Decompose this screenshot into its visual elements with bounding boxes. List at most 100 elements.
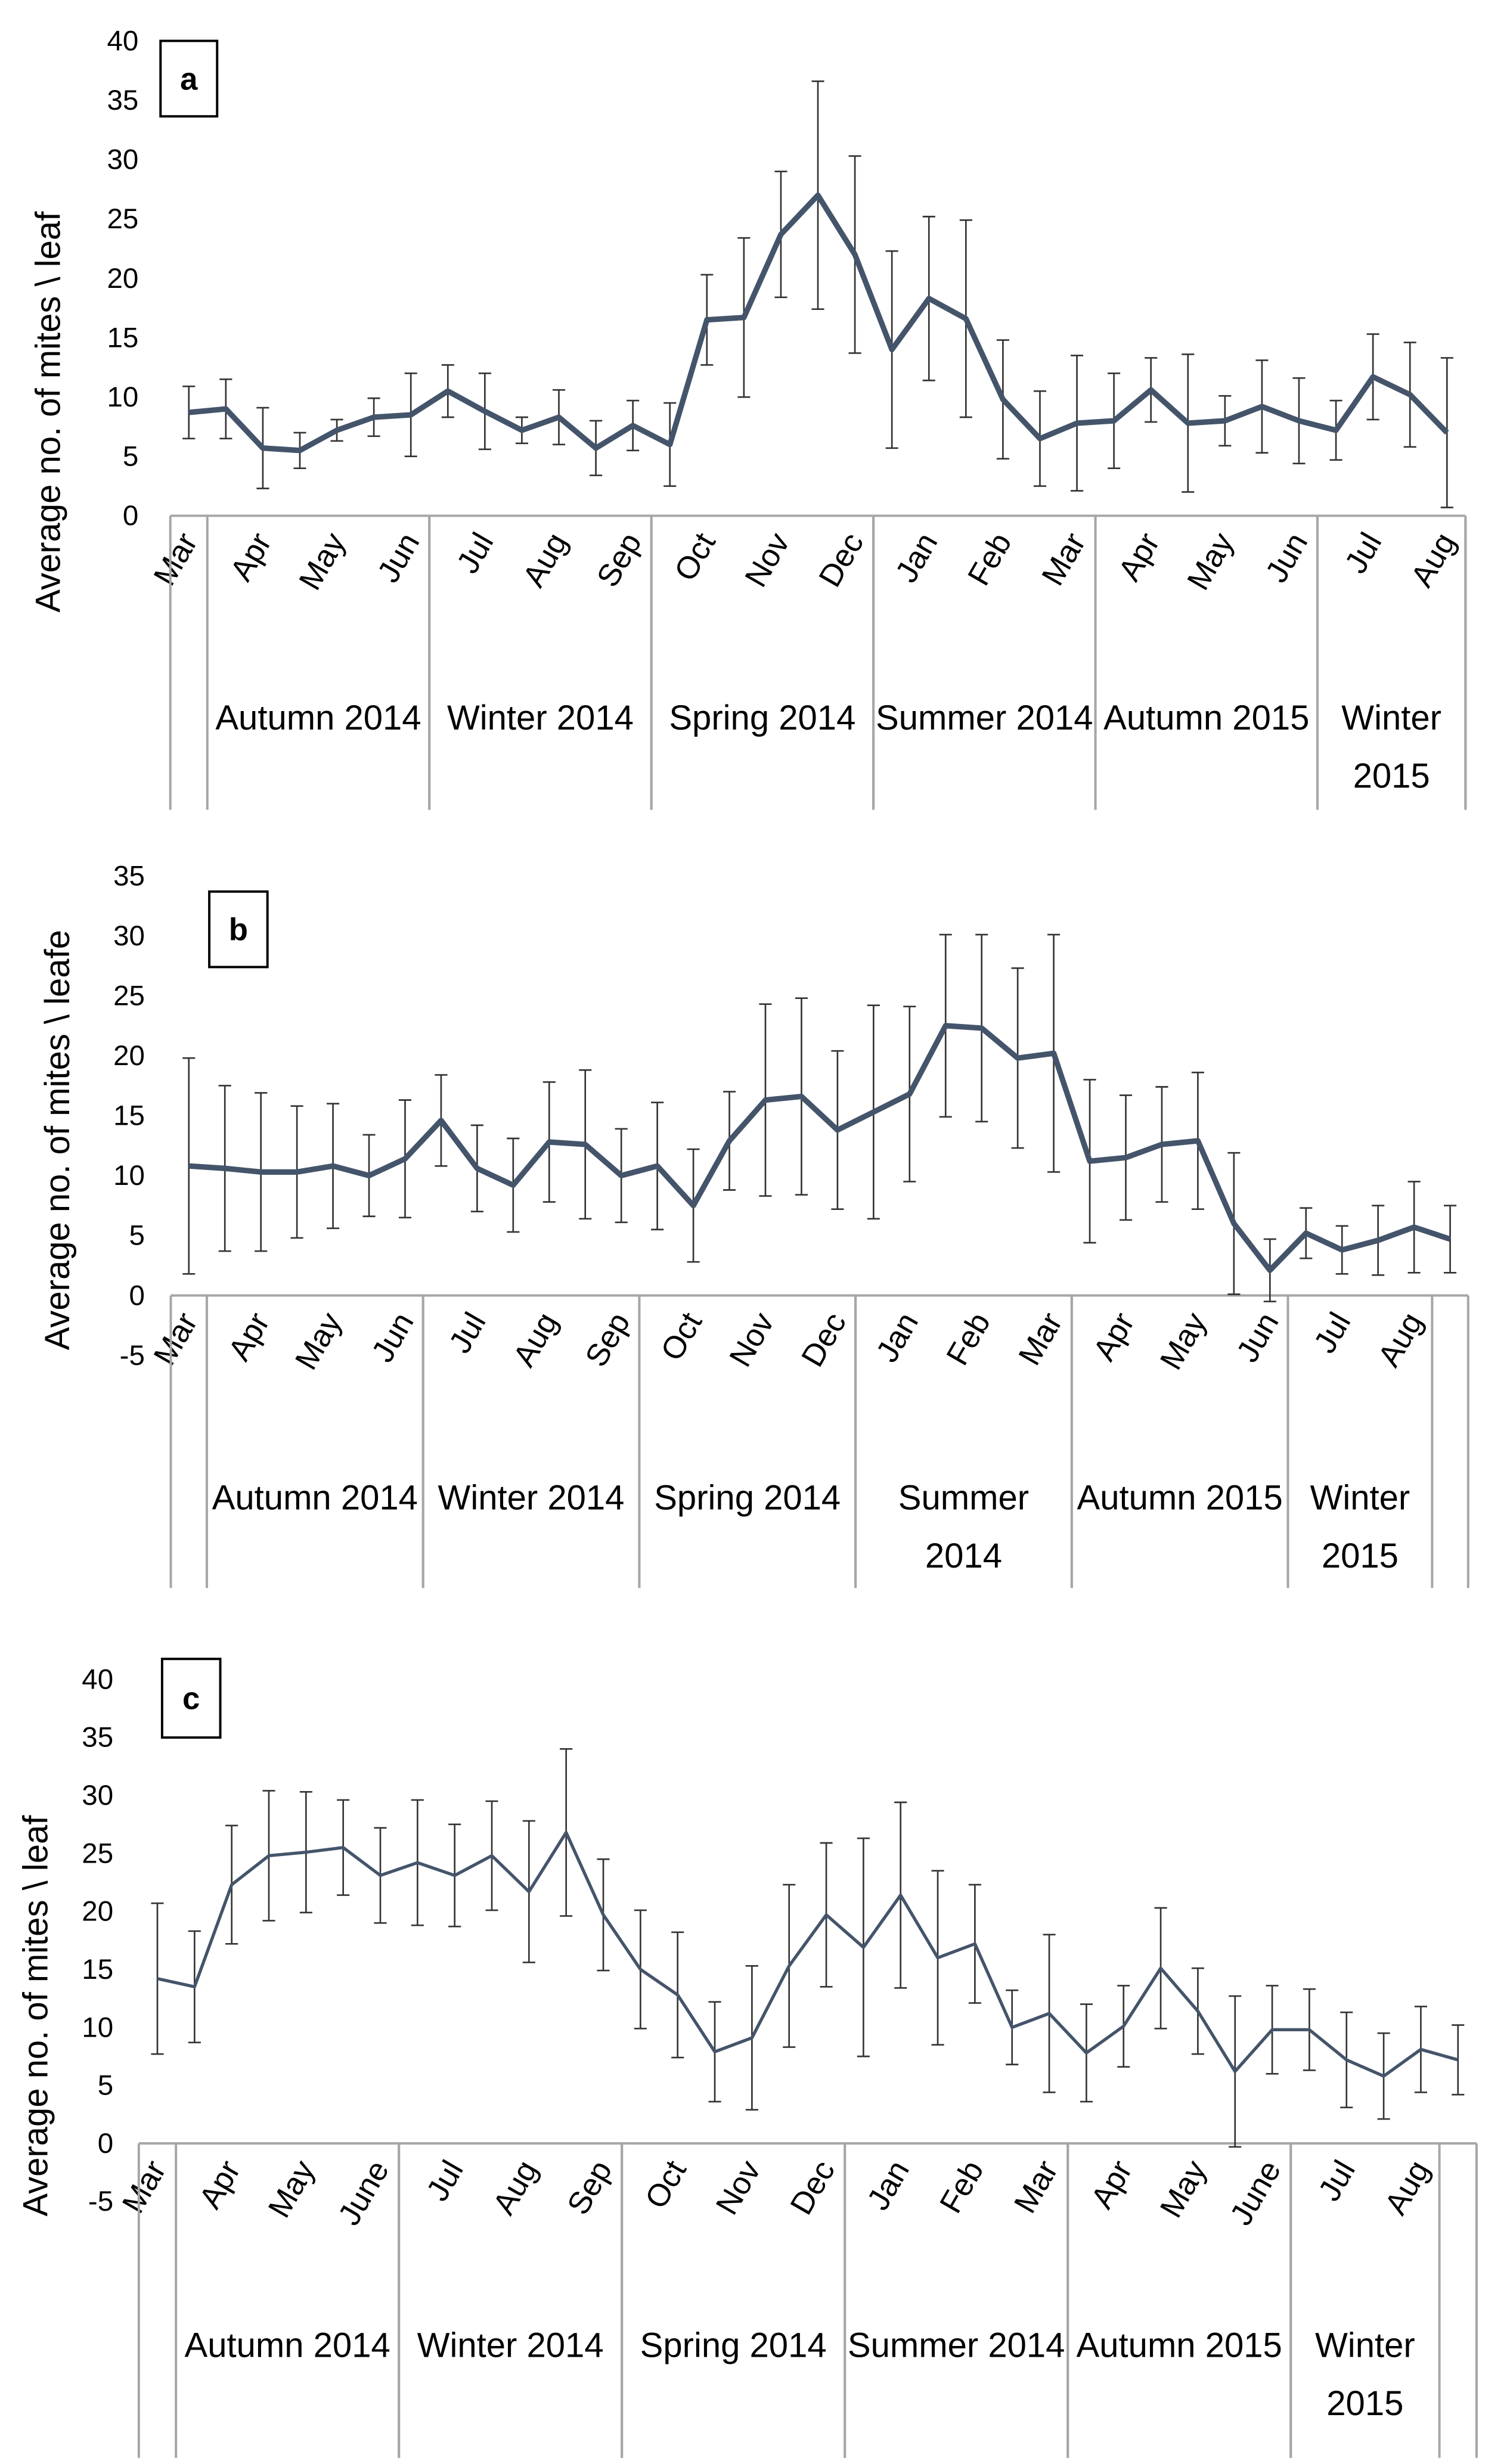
y-tick-label: 0: [129, 1280, 144, 1311]
x-tick-label: Apr: [224, 527, 278, 587]
x-tick-label: Jan: [889, 527, 945, 588]
group-label-box: Autumn 2014: [215, 698, 421, 738]
x-tick-label: Jun: [1259, 527, 1315, 588]
panel-label: c: [182, 1681, 200, 1717]
x-tick-label: Nov: [709, 2154, 768, 2220]
x-tick-label: Mar: [147, 527, 204, 591]
x-tick-label: Aug: [486, 2155, 545, 2221]
group-label: Winter 2015: [1341, 698, 1441, 796]
x-tick-label: Dec: [795, 1307, 853, 1373]
y-tick-label: 20: [82, 1896, 113, 1928]
data-line: [188, 1023, 1452, 1273]
x-tick-label: Mar: [116, 2155, 173, 2219]
group-label-box: Winter 2014: [417, 2326, 604, 2365]
x-tick-label: Jul: [1338, 527, 1389, 579]
group-label-box: Summer 2014: [898, 1478, 1030, 1576]
y-axis-title: Average no. of mites \ leafe: [38, 930, 77, 1350]
x-tick-label: Jul: [420, 2155, 470, 2207]
group-label: Autumn 2014: [184, 2326, 390, 2366]
x-tick-label: Apr: [1112, 527, 1167, 587]
group-label: Autumn 2015: [1103, 698, 1310, 738]
group-label-box: Summer 2014: [876, 698, 1093, 738]
x-tick-label: Sep: [560, 2155, 619, 2221]
y-tick-label: 40: [82, 1664, 113, 1695]
group-label: Winter 2015: [1310, 1478, 1410, 1576]
group-label: Autumn 2014: [212, 1478, 418, 1517]
panel-box: [208, 890, 269, 969]
error-bar: [1440, 357, 1453, 508]
x-tick-label: Aug: [506, 1307, 565, 1373]
x-tick-label: Feb: [933, 2155, 991, 2219]
x-tick-label: Mar: [147, 1307, 204, 1371]
group-label-box: Autumn 2014: [212, 1478, 418, 1517]
group-label: Winter 2015: [1315, 2326, 1415, 2423]
group-label: Summer 2014: [898, 1478, 1030, 1576]
x-tick-label: Jan: [860, 2155, 916, 2216]
y-tick-label: 20: [107, 263, 139, 294]
y-tick-label: 10: [107, 381, 139, 413]
y-tick-label: 5: [98, 2070, 113, 2102]
x-tick-label: Mar: [1007, 2155, 1065, 2219]
x-tick-label: Jul: [1311, 2155, 1362, 2207]
x-tick-label: Apr: [193, 2155, 247, 2215]
group-label-box: Spring 2014: [640, 2326, 827, 2366]
x-tick-label: Nov: [738, 526, 796, 592]
y-axis-title: Average no. of mites \ leaf: [29, 211, 67, 613]
x-tick-label: Aug: [516, 527, 575, 593]
group-label: Spring 2014: [640, 2326, 827, 2366]
x-tick-label: Aug: [1371, 1307, 1430, 1373]
x-tick-label: Apr: [222, 1307, 277, 1367]
panel-box: [160, 1658, 222, 1739]
group-label: Spring 2014: [669, 698, 856, 738]
panel-box: [159, 39, 219, 118]
y-tick-label: 35: [107, 85, 139, 116]
y-tick-label: 15: [107, 322, 139, 353]
x-tick-label: Sep: [590, 527, 649, 593]
group-label-box: Winter 2014: [447, 698, 634, 737]
group-label: Autumn 2014: [215, 698, 421, 738]
group-label-box: Winter 2014: [438, 1478, 625, 1517]
y-tick-label: 25: [107, 203, 139, 235]
panel-label: a: [180, 61, 198, 97]
x-tick-label: Sep: [578, 1307, 637, 1373]
x-tick-label: Jun: [365, 1307, 421, 1368]
x-tick-label: Feb: [940, 1307, 997, 1371]
x-tick-label: Oct: [638, 2155, 693, 2215]
group-label-box: Autumn 2015: [1103, 698, 1310, 738]
y-tick-label: 10: [82, 2012, 113, 2043]
y-tick-label: 20: [113, 1040, 145, 1072]
group-label: Spring 2014: [654, 1478, 841, 1517]
x-tick-label: May: [262, 2154, 322, 2223]
group-label-box: Spring 2014: [654, 1478, 841, 1517]
y-tick-label: 25: [113, 980, 145, 1011]
group-label-box: Winter 2015: [1310, 1478, 1410, 1576]
y-axis-title: Average no. of mites \ leaf: [16, 1815, 55, 2217]
x-tick-label: Jun: [371, 527, 427, 588]
y-tick-label: 40: [107, 25, 139, 57]
y-tick-label: -5: [88, 2186, 113, 2217]
x-tick-label: Aug: [1404, 527, 1462, 593]
x-tick-label: May: [1180, 526, 1241, 595]
y-tick-label: 5: [129, 1220, 144, 1252]
y-tick-label: 15: [113, 1100, 145, 1132]
x-tick-label: May: [292, 526, 352, 595]
group-label: Summer 2014: [876, 698, 1093, 738]
error-bar: [1452, 2024, 1465, 2096]
x-tick-label: Jul: [450, 527, 501, 579]
x-tick-label: June: [1223, 2155, 1288, 2232]
y-tick-label: -5: [120, 1340, 145, 1371]
error-bar: [1444, 1205, 1457, 1274]
group-label: Summer 2014: [847, 2326, 1065, 2366]
data-line: [188, 192, 1449, 454]
y-tick-label: 30: [82, 1780, 113, 1811]
x-tick-label: May: [1154, 1307, 1214, 1376]
group-label-box: Autumn 2015: [1077, 1478, 1282, 1517]
x-tick-label: Oct: [668, 527, 723, 587]
group-label-box: Winter 2015: [1315, 2326, 1415, 2423]
x-tick-label: Mar: [1035, 527, 1093, 591]
x-tick-label: Jan: [869, 1307, 925, 1368]
x-tick-label: Dec: [812, 527, 870, 593]
x-tick-label: Jul: [1307, 1307, 1358, 1359]
y-tick-label: 25: [82, 1838, 113, 1869]
